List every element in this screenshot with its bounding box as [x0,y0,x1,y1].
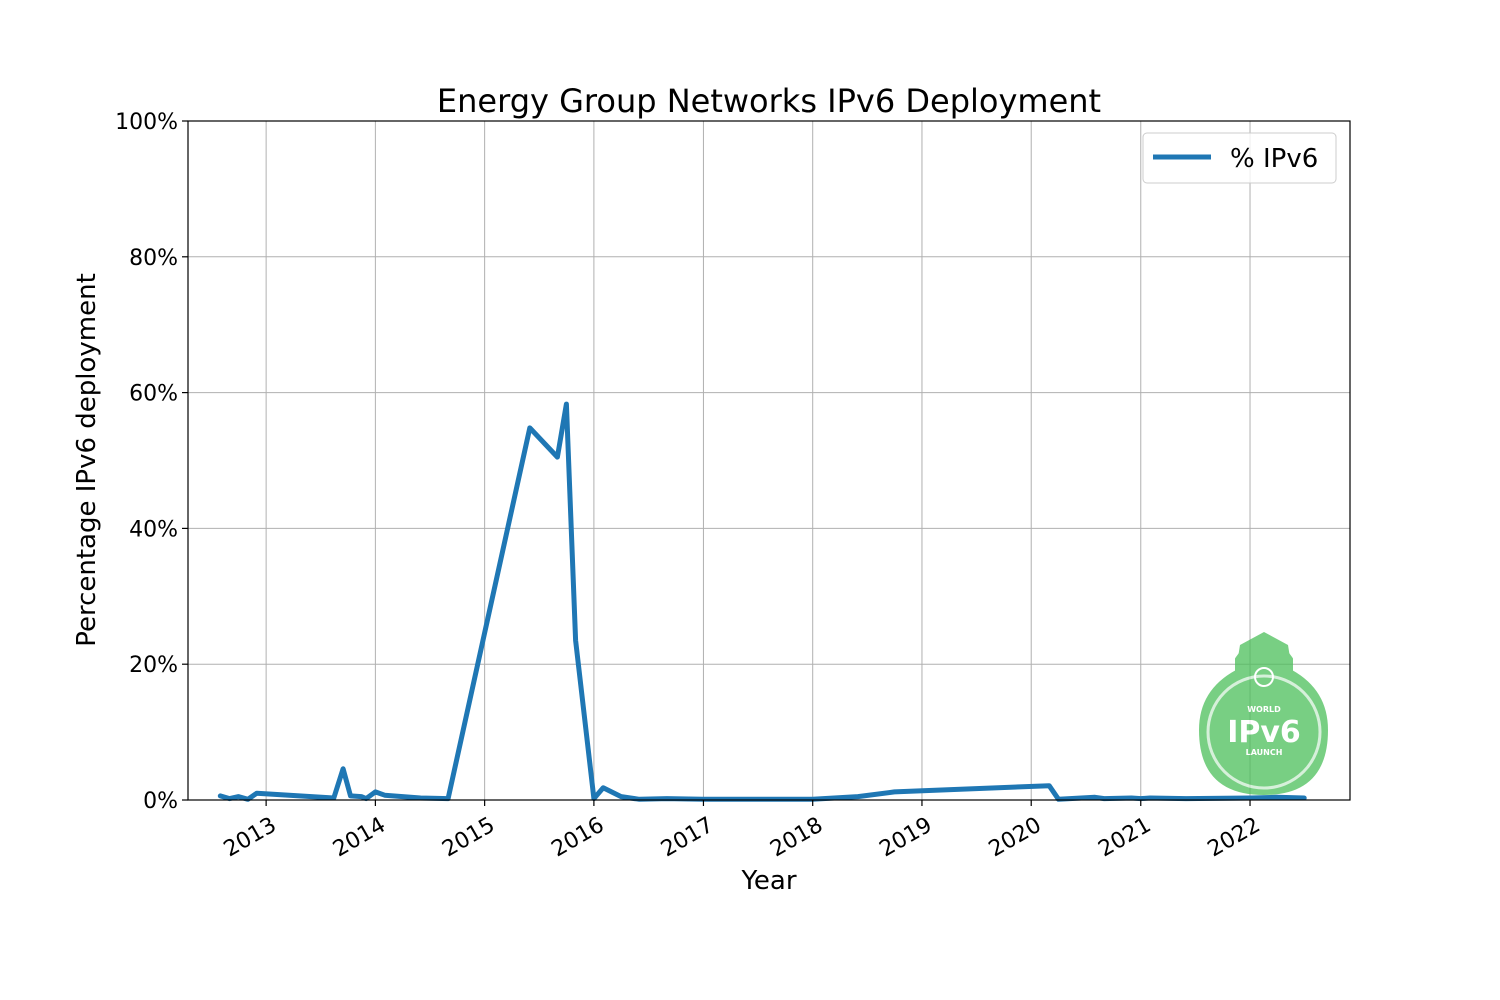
logo-bottom-text: LAUNCH [1246,748,1283,757]
x-tick-label: 2018 [766,813,827,863]
y-tick-label: 20% [129,653,178,678]
x-tick-label: 2016 [547,813,608,863]
logo-top-text: WORLD [1247,705,1281,714]
grid [188,120,1350,801]
chart-title: Energy Group Networks IPv6 Deployment [437,82,1101,120]
x-tick-label: 2019 [876,813,937,863]
y-tick-label: 40% [129,517,178,542]
logo-badge [1199,632,1328,795]
globe-icon [1254,667,1274,687]
x-tick-label: 2017 [657,813,718,863]
logo-main-text: IPv6 [1227,715,1301,750]
ipv6-launch-logo: WORLD IPv6 LAUNCH [1199,632,1328,795]
legend: % IPv6 [1142,132,1337,184]
x-axis-title: Year [740,866,796,896]
x-tick-label: 2022 [1204,813,1265,863]
x-tick-label: 2021 [1094,813,1155,863]
y-tick-label: 100% [115,110,178,135]
y-tick-label: 80% [129,246,178,271]
legend-box [1142,132,1337,184]
series-line-0 [217,401,1307,802]
x-tick-label: 2020 [985,813,1046,863]
x-tick-label: 2014 [329,813,390,863]
y-tick-label: 60% [129,382,178,407]
y-tick-label: 0% [143,789,178,814]
logo-ring [1206,674,1322,790]
x-axis: 2013 2014 2015 2016 2017 2018 2019 2020 2021 2022 [220,800,1265,862]
y-axis: 0% 20% 40% 60% 80% 100% [115,110,188,814]
series-layer [217,401,1307,802]
legend-label: % IPv6 [1230,144,1318,174]
x-tick-label: 2013 [220,813,281,863]
x-tick-label: 2015 [438,813,499,863]
plot-frame [187,120,1351,801]
y-axis-title: Percentage IPv6 deployment [72,273,102,647]
